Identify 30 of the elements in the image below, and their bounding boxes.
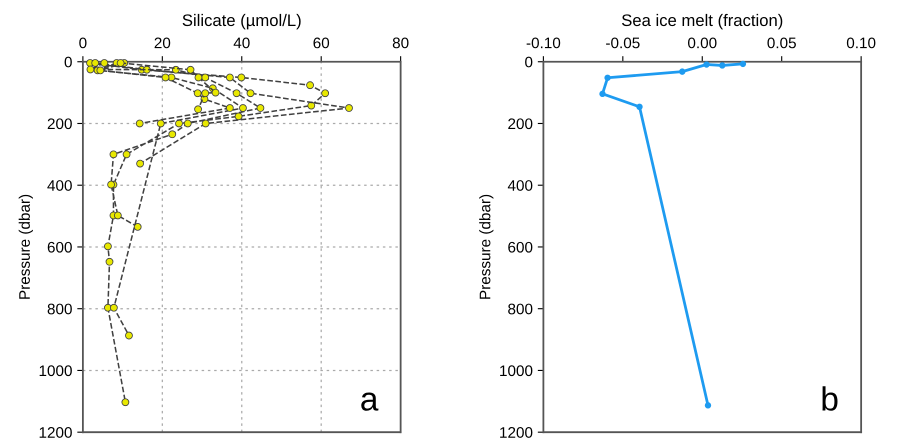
x-axis-title: Sea ice melt (fraction) [622, 14, 782, 30]
y-tick-label: 400 [508, 180, 532, 191]
y-tick-label: 1000 [40, 365, 72, 376]
y-tick-label: 800 [48, 304, 72, 314]
annotation: b [822, 386, 838, 411]
x-tick-label: 0.10 [846, 37, 876, 48]
y-tick-label: 600 [48, 242, 72, 253]
x-tick-label: 20 [154, 37, 170, 48]
x-axis-title: Silicate (µmol/L) [182, 14, 301, 30]
y-tick-label: 200 [48, 118, 72, 130]
y-tick-label: 0 [64, 56, 72, 68]
y-tick-label: 1000 [500, 365, 532, 376]
y-tick-label: 200 [508, 118, 532, 130]
y-axis-title: Pressure (dbar) [479, 194, 494, 299]
y-tick-label: 1200 [40, 427, 72, 438]
y-tick-label: 400 [47, 180, 72, 191]
annotation: a [361, 392, 378, 411]
y-tick-label: 600 [508, 242, 532, 253]
y-tick-label: 0 [525, 56, 532, 68]
x-tick-label: 80 [392, 37, 409, 48]
x-tick-label: 0.05 [767, 37, 796, 48]
x-tick-label: -0.10 [526, 37, 560, 48]
x-tick-label: 0 [79, 37, 87, 48]
y-axis-title: Pressure (dbar) [18, 194, 33, 299]
x-tick-label: -0.05 [606, 37, 640, 48]
x-tick-label: 40 [234, 37, 250, 48]
y-tick-label: 1200 [500, 427, 532, 438]
x-tick-label: 0.00 [688, 37, 717, 48]
x-tick-label: 60 [313, 37, 330, 48]
y-tick-label: 800 [508, 304, 532, 314]
